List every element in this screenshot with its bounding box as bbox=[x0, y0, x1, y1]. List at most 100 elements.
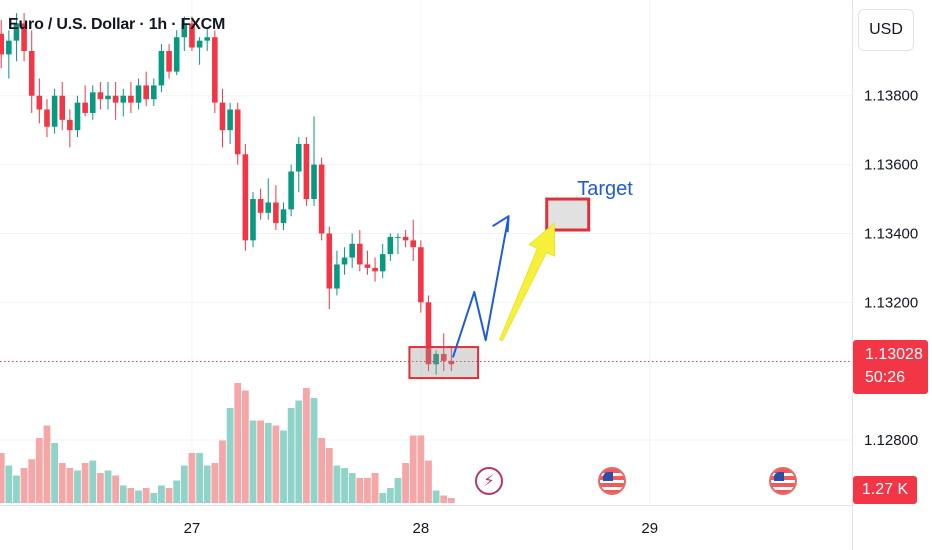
volume-bar bbox=[142, 488, 150, 503]
volume-bar bbox=[402, 463, 409, 503]
candle-body bbox=[51, 95, 58, 127]
candle-body bbox=[212, 37, 218, 103]
volume-bar bbox=[272, 425, 280, 503]
price-tick-label: 1.12800 bbox=[864, 432, 918, 449]
volume-bar bbox=[119, 485, 127, 503]
candle-body bbox=[379, 254, 386, 272]
currency-button[interactable]: USD bbox=[858, 9, 914, 51]
candle-body bbox=[181, 23, 188, 38]
candle-body bbox=[372, 267, 378, 272]
volume-bar bbox=[196, 453, 203, 503]
yellow-arrow bbox=[499, 222, 556, 342]
candle-body bbox=[234, 109, 241, 155]
volume-bar bbox=[310, 398, 318, 503]
time-tick-label: 29 bbox=[641, 520, 658, 537]
candle-body bbox=[280, 209, 287, 224]
volume-bar bbox=[150, 493, 158, 503]
volume-bar bbox=[386, 488, 394, 503]
volume-bar bbox=[226, 408, 234, 503]
volume-bar bbox=[264, 423, 272, 503]
bar-countdown: 50:26 bbox=[865, 369, 906, 386]
candle-body bbox=[357, 243, 363, 265]
drawing-annotations bbox=[408, 197, 591, 380]
chart-title: Euro / U.S. Dollar · 1h · FXCM bbox=[8, 16, 226, 33]
candle-body bbox=[28, 50, 35, 96]
time-tick-label: 28 bbox=[413, 520, 430, 537]
volume-bar bbox=[74, 470, 81, 503]
candle-body bbox=[6, 40, 12, 55]
us-flag-icon[interactable] bbox=[598, 467, 626, 495]
volume-bar bbox=[20, 468, 28, 503]
target-label: Target bbox=[577, 178, 633, 200]
volume-bar bbox=[43, 425, 51, 503]
projection-arrowhead bbox=[492, 215, 510, 233]
volume-bar bbox=[135, 490, 142, 503]
us-flag-icon[interactable] bbox=[769, 467, 797, 495]
volume-bar bbox=[417, 435, 425, 503]
volume-bar bbox=[341, 468, 348, 503]
candle-body bbox=[36, 95, 43, 110]
price-tick-label: 1.13600 bbox=[864, 157, 918, 174]
volume-bar bbox=[287, 408, 295, 503]
volume-bar bbox=[440, 495, 448, 503]
candle-body bbox=[257, 199, 264, 213]
volume-bar bbox=[447, 498, 455, 503]
candlesticks bbox=[0, 13, 852, 375]
candle-body bbox=[425, 302, 432, 365]
candle-body bbox=[410, 240, 417, 248]
candle-body bbox=[196, 40, 203, 48]
candle-body bbox=[242, 154, 249, 241]
volume-bar bbox=[81, 463, 89, 503]
chart-grid bbox=[0, 0, 853, 550]
candle-body bbox=[89, 92, 96, 113]
volume-bar bbox=[180, 465, 188, 503]
candle-body bbox=[440, 353, 447, 361]
candle-body bbox=[135, 85, 142, 103]
candle-body bbox=[151, 85, 157, 100]
volume-bar bbox=[28, 459, 36, 503]
candle-body bbox=[402, 236, 409, 241]
volume-bar bbox=[66, 468, 74, 503]
candle-body bbox=[273, 202, 279, 224]
candle-body bbox=[120, 95, 127, 103]
volume-bar bbox=[318, 438, 326, 503]
lightning-icon[interactable]: ⚡︎ bbox=[475, 467, 503, 495]
support-box bbox=[408, 346, 480, 380]
candle-body bbox=[303, 143, 310, 200]
candle-body bbox=[105, 95, 111, 100]
candle-body bbox=[265, 202, 272, 213]
volume-bar bbox=[394, 478, 402, 503]
volume-bar bbox=[188, 453, 196, 503]
candle-body bbox=[349, 243, 355, 258]
volume-bar bbox=[234, 383, 242, 503]
time-axis: 27 28 29 bbox=[184, 520, 658, 537]
candle-body bbox=[0, 33, 4, 55]
volume-bar bbox=[127, 488, 135, 503]
candle-body bbox=[13, 23, 20, 41]
volume-bar bbox=[58, 463, 66, 503]
candle-body bbox=[418, 247, 424, 303]
volume-bar bbox=[158, 485, 165, 503]
candle-body bbox=[250, 199, 256, 241]
candle-body bbox=[326, 233, 333, 289]
volume-bar bbox=[348, 473, 356, 503]
candle-body bbox=[143, 85, 149, 100]
candle-body bbox=[67, 119, 73, 131]
candle-body bbox=[59, 95, 66, 120]
candle-body bbox=[311, 164, 317, 200]
volume-bar bbox=[364, 478, 371, 503]
candle-body bbox=[219, 102, 226, 131]
volume-bar bbox=[371, 473, 379, 503]
volume-bars bbox=[0, 383, 455, 503]
candle-body bbox=[204, 37, 211, 41]
candle-body bbox=[74, 102, 81, 131]
time-tick-label: 27 bbox=[184, 520, 201, 537]
candle-body bbox=[288, 171, 294, 210]
candle-body bbox=[173, 37, 180, 72]
volume-bar bbox=[104, 470, 112, 503]
volume-bar bbox=[409, 435, 417, 503]
volume-badge: 1.27 K bbox=[853, 476, 917, 504]
volume-bar bbox=[165, 488, 173, 503]
volume-bar bbox=[96, 473, 104, 503]
